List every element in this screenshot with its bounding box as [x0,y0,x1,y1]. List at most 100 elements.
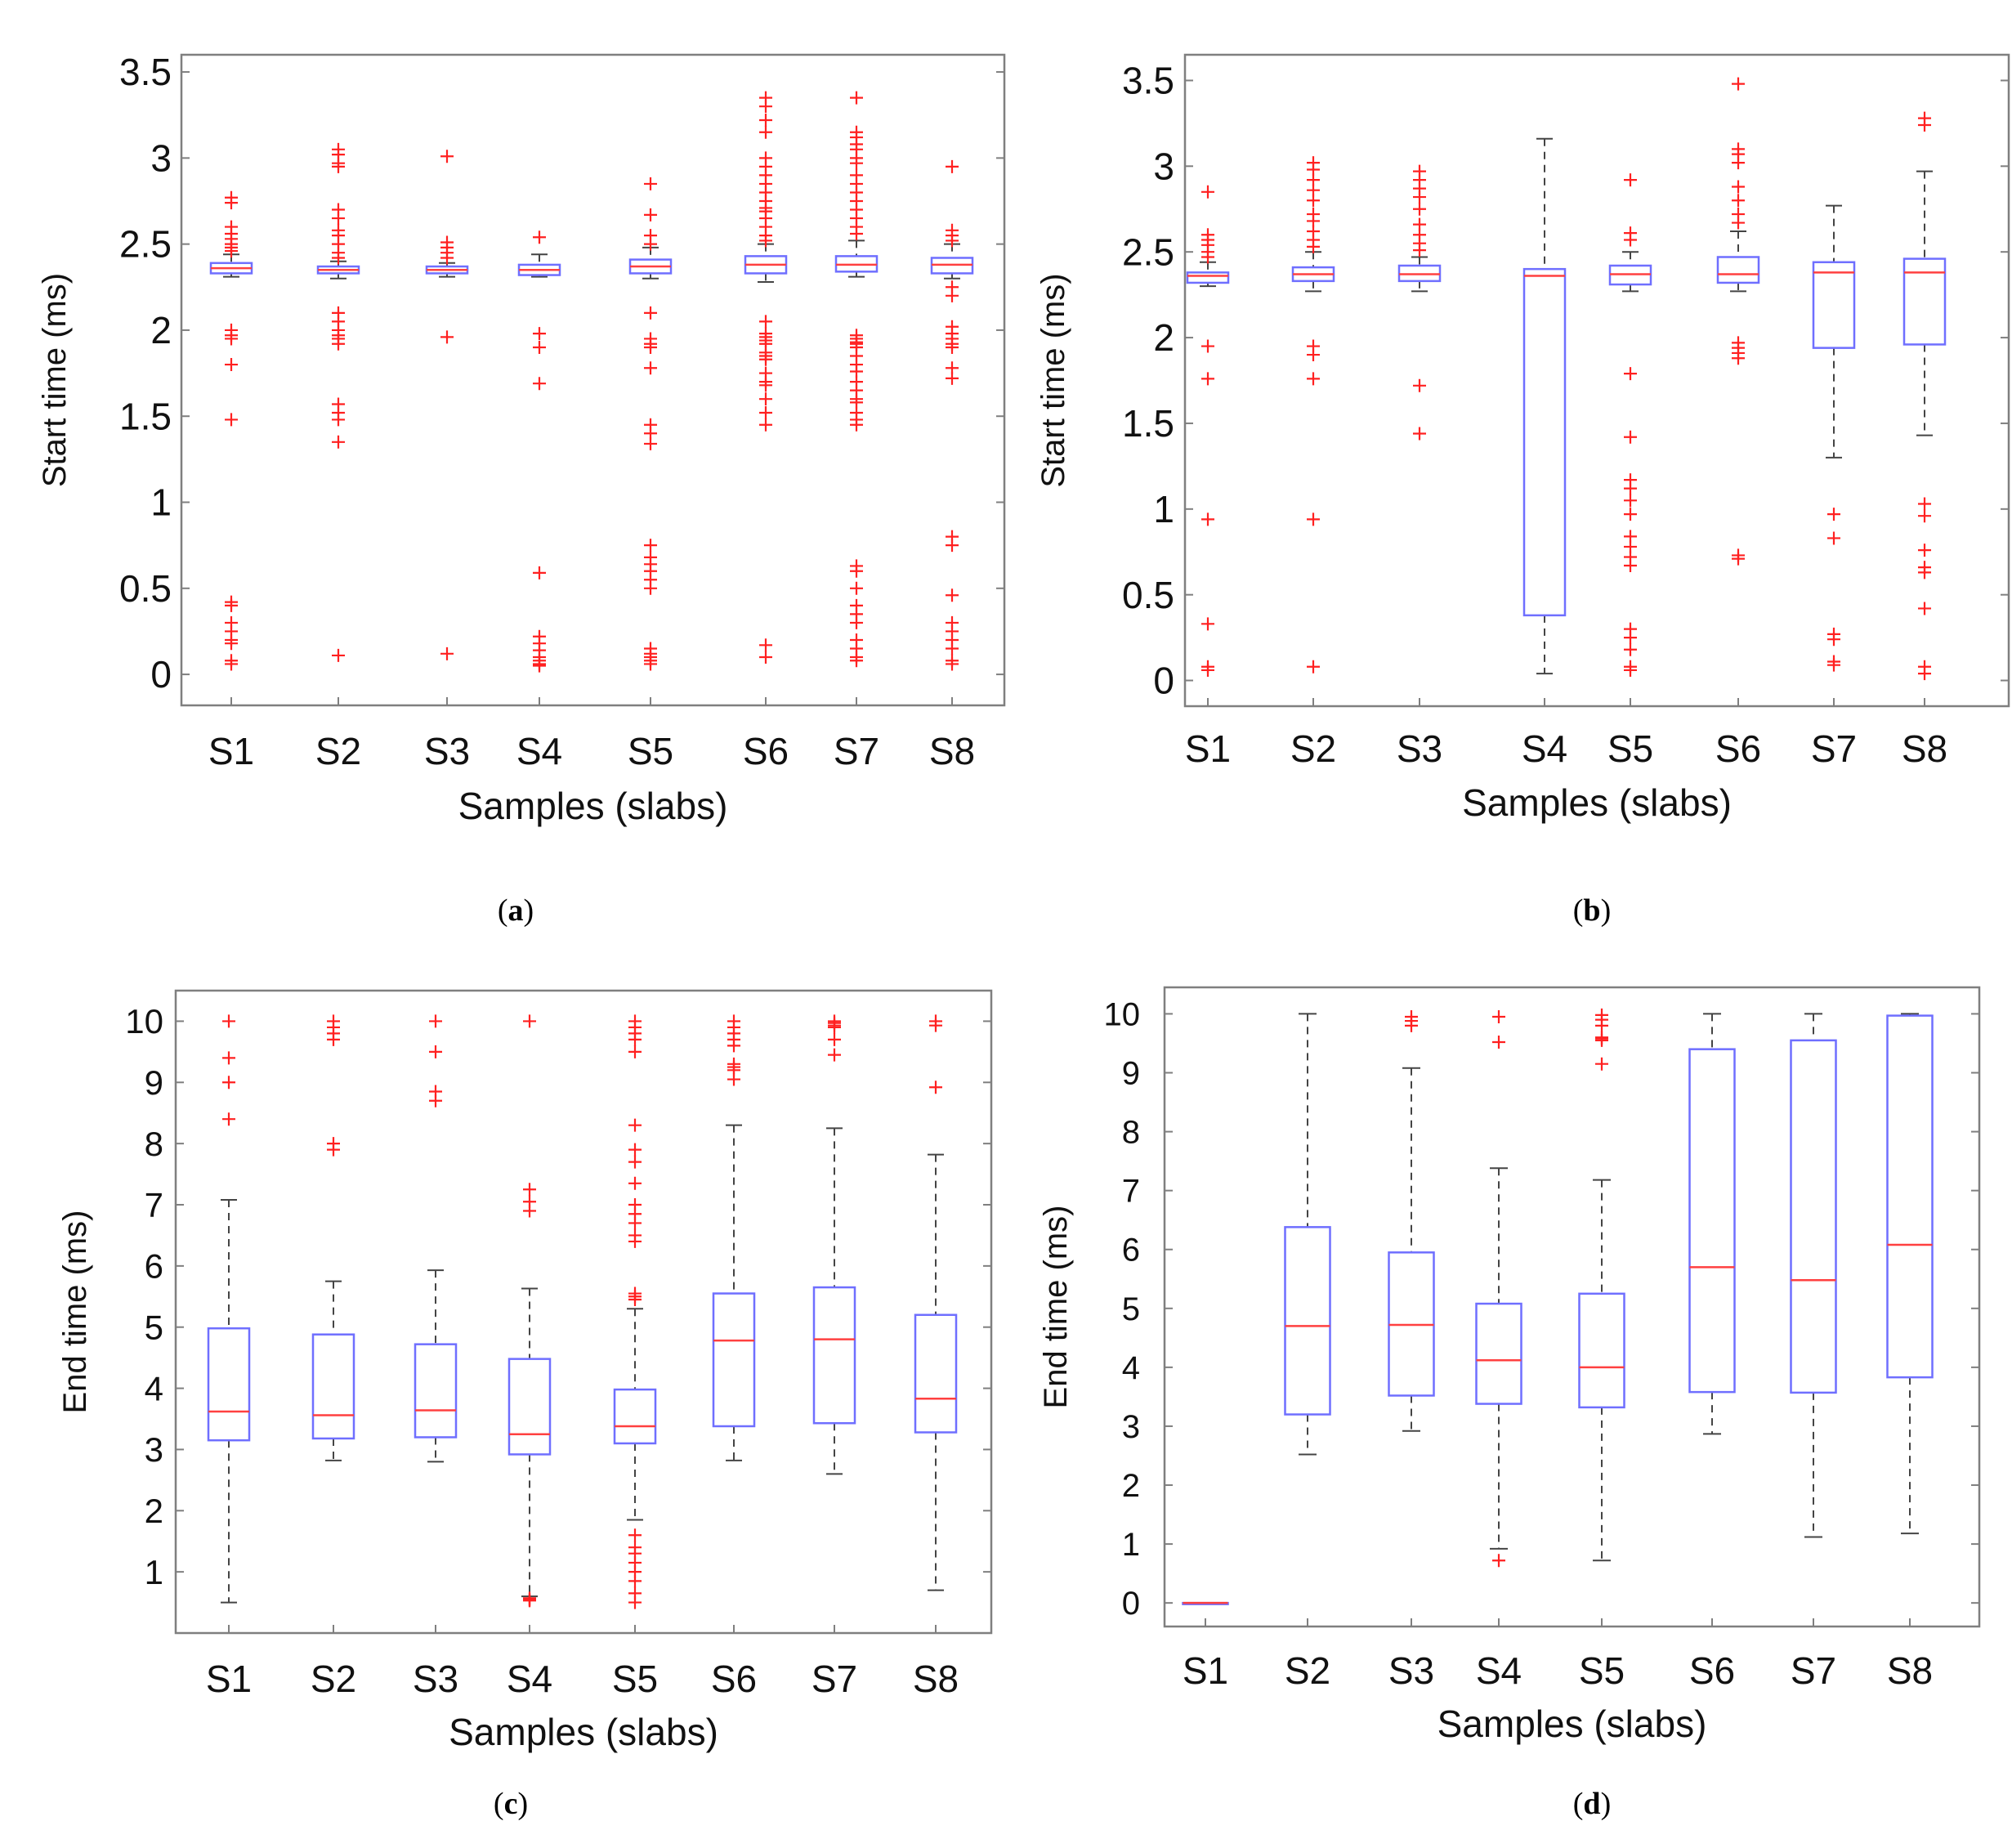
box-s5 [1608,173,1652,677]
outlier-marker [644,657,657,671]
outlier-marker [759,651,772,664]
outlier-marker [1595,1033,1608,1047]
caption-d: (d) [1572,1787,1612,1821]
plot-frame [1183,53,2010,708]
iqr-box [1522,267,1567,617]
y-tick-label: 10 [125,1002,163,1040]
x-tick-label: S6 [1689,1649,1735,1692]
outlier-marker [533,566,546,579]
outlier-marker [1201,512,1214,526]
boxplot-c: 1 2 3 4 5 6 7 8 9 10 S1 S2 S3 S4 S5 S6 S7 S8 Samples (slab… [57,989,993,1753]
outlier-marker [850,564,863,578]
outlier-marker [644,306,657,320]
y-tick-label: 1 [145,1553,163,1591]
outlier-marker [628,1234,642,1248]
outlier-marker [1918,566,1931,579]
outlier-marker [946,289,959,302]
box-s8 [1886,1013,1934,1535]
outlier-marker [759,315,772,329]
outlier-marker [440,647,454,660]
iqr-box [311,1333,355,1440]
y-tick-label: 9 [1122,1056,1140,1092]
x-tick-label: S4 [516,730,562,772]
outlier-marker [628,1045,642,1058]
outlier-marker [327,1143,340,1157]
outlier-marker [429,1014,442,1028]
box-s2 [1291,156,1335,673]
outlier-marker [759,114,772,128]
caption-c: (c) [493,1787,529,1821]
y-tick-label: 1.5 [1122,402,1174,445]
y-tick-label: 9 [145,1063,163,1102]
outlier-marker [644,361,657,375]
outlier-marker [1918,602,1931,615]
y-tick-label: 0 [1153,660,1174,702]
y-tick-label: 1 [1153,488,1174,530]
box-s6 [712,1014,756,1461]
x-tick-label: S6 [711,1658,757,1700]
outlier-marker [727,1039,740,1053]
caption-b: (b) [1572,893,1612,928]
outlier-marker [1413,378,1426,392]
outlier-marker [628,1032,642,1046]
outlier-marker [644,177,657,190]
outlier-marker [1307,194,1320,208]
box-s7 [812,1014,856,1475]
box-s3 [425,150,469,660]
x-axis-label: Samples (slabs) [1462,781,1732,824]
x-tick-label: S4 [1522,727,1567,770]
outlier-marker [628,1574,642,1588]
box-s6 [1716,77,1760,566]
outlier-marker [644,237,657,251]
box-s4 [517,230,561,673]
outlier-marker [628,1118,642,1132]
iqr-box [812,1286,856,1425]
y-tick-label: 0.5 [1122,574,1174,616]
outlier-marker [1201,250,1214,264]
outlier-marker [225,637,238,651]
outlier-marker [850,418,863,432]
x-tick-label: S3 [1397,727,1442,770]
box-s5 [1578,1008,1625,1562]
iqr-box [414,1343,458,1439]
outlier-marker [440,251,454,265]
outlier-marker [225,332,238,346]
outlier-marker [1624,642,1637,656]
outlier-marker [1307,512,1320,526]
outlier-marker [828,1032,841,1046]
y-tick-label: 7 [145,1186,163,1224]
box-s1 [1186,185,1230,677]
outlier-marker [850,227,863,241]
outlier-marker [1307,372,1320,386]
outlier-marker [759,406,772,420]
iqr-box [1790,1039,1837,1394]
outlier-marker [1827,633,1840,647]
y-tick-label: 3.5 [1122,60,1174,102]
box-s4 [507,1014,552,1608]
outlier-marker [759,638,772,652]
x-tick-label: S5 [1579,1649,1625,1692]
iqr-box [914,1313,958,1434]
outlier-marker [628,1293,642,1307]
y-tick-label: 2 [1153,316,1174,359]
outlier-marker [225,244,238,258]
outlier-marker [1405,1018,1418,1032]
outlier-marker [759,378,772,392]
x-tick-label: S6 [1715,727,1761,770]
outlier-marker [1624,233,1637,247]
outlier-marker [946,642,959,656]
box-s2 [1284,1013,1331,1456]
iqr-box [1886,1014,1934,1379]
outlier-marker [1624,508,1637,521]
y-tick-label: 2 [145,1492,163,1530]
outlier-marker [533,377,546,391]
box-s5 [628,177,673,671]
outlier-marker [533,327,546,341]
outlier-marker [1918,544,1931,557]
x-tick-label: S7 [1791,1649,1836,1692]
outlier-marker [628,1155,642,1169]
x-tick-label: S8 [1887,1649,1933,1692]
outlier-marker [533,659,546,673]
